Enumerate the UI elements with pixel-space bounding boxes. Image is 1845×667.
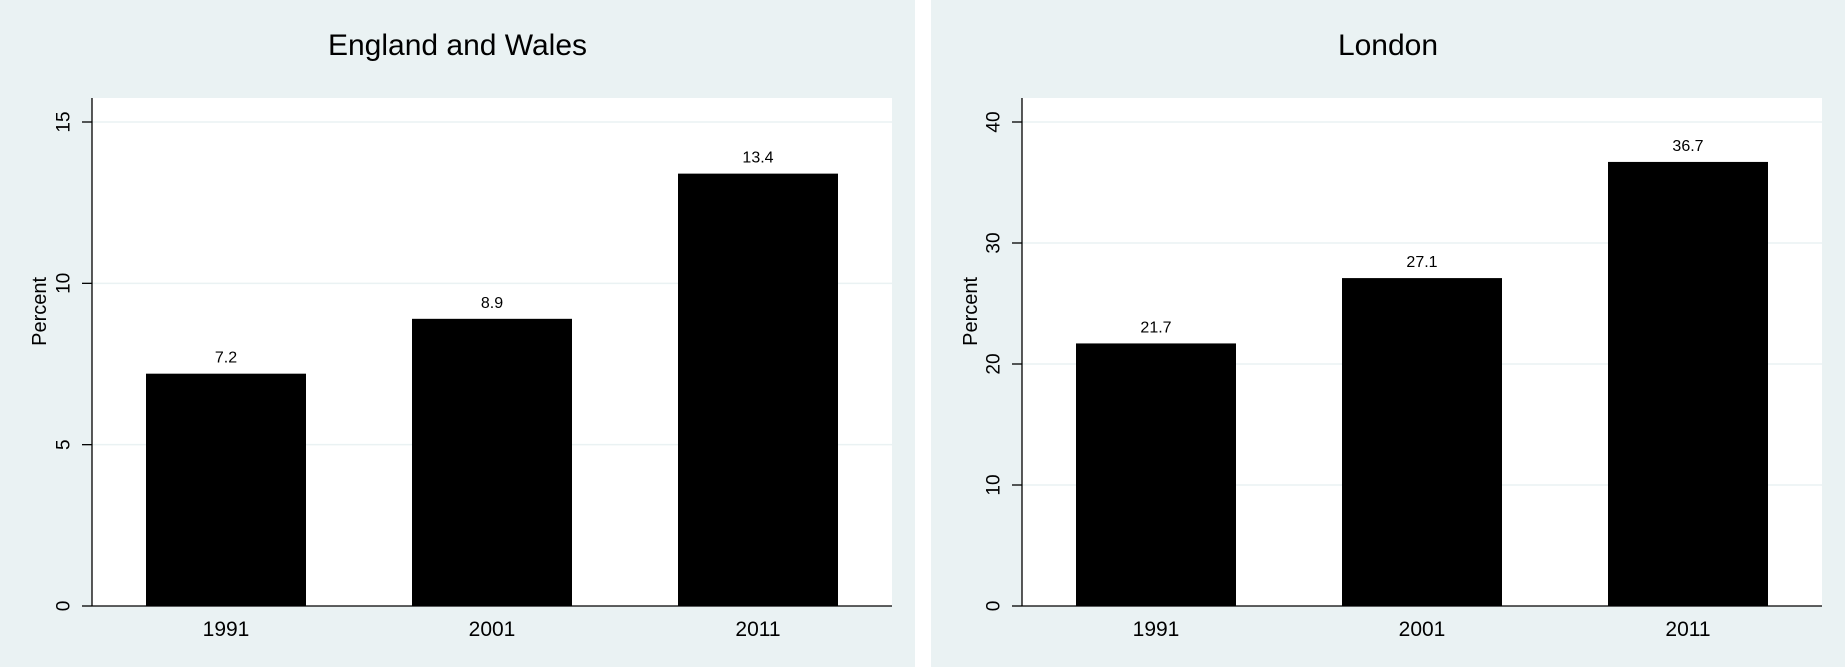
chart-panel-london: London 0 10 20 30 40 Percent 21.7 1991 27.1 2001 36…	[931, 0, 1845, 667]
y-tick-label: 0	[54, 601, 75, 612]
data-label: 13.4	[742, 150, 773, 167]
bar-england-wales-1991	[146, 373, 306, 606]
y-tick-label: 40	[984, 111, 1005, 132]
y-tick-label: 0	[984, 601, 1005, 612]
y-tick-label: 10	[984, 474, 1005, 495]
data-label: 8.9	[481, 295, 503, 312]
y-tick-label: 20	[984, 353, 1005, 374]
x-tick-label: 2011	[1665, 618, 1710, 641]
y-tick-label: 15	[54, 111, 75, 132]
y-tick-label: 5	[54, 439, 75, 450]
x-tick-label: 2011	[735, 618, 780, 641]
y-tick-label: 10	[54, 273, 75, 294]
chart-title: England and Wales	[328, 29, 587, 62]
data-label: 21.7	[1140, 319, 1171, 336]
bar-london-2001	[1342, 278, 1502, 606]
y-axis-label: Percent	[960, 276, 982, 345]
bar-england-wales-2001	[412, 318, 572, 606]
y-tick-label: 30	[984, 232, 1005, 253]
x-tick-label: 1991	[203, 618, 250, 641]
chart-panel-england-and-wales: England and Wales 0 5 10 15 Percent 7.2 1991 8.9…	[0, 0, 915, 667]
data-label: 27.1	[1406, 254, 1437, 271]
data-label: 36.7	[1672, 138, 1703, 155]
bar-england-wales-2011	[678, 173, 838, 607]
data-label: 7.2	[215, 350, 237, 367]
x-tick-label: 2001	[469, 618, 516, 641]
x-tick-label: 1991	[1133, 618, 1180, 641]
chart-title: London	[1338, 29, 1438, 62]
x-tick-label: 2001	[1399, 618, 1446, 641]
y-axis-label: Percent	[29, 276, 51, 345]
bar-london-2011	[1608, 161, 1768, 606]
bar-london-1991	[1076, 343, 1236, 606]
